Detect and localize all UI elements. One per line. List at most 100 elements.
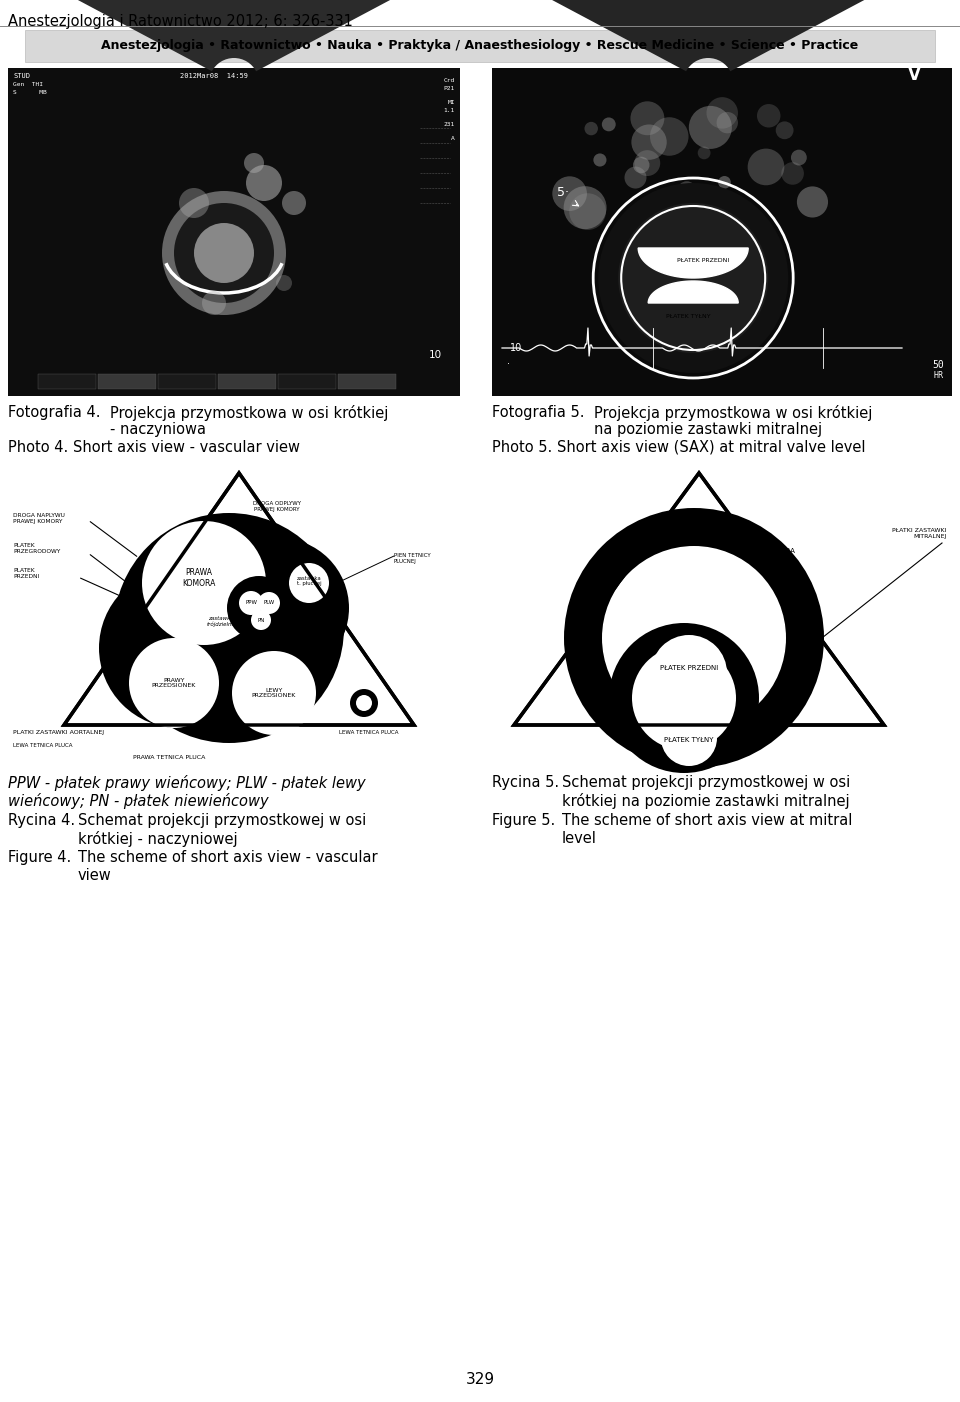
Bar xyxy=(278,374,336,388)
Wedge shape xyxy=(0,0,508,72)
Circle shape xyxy=(569,193,606,230)
Text: Short axis view - vascular view: Short axis view - vascular view xyxy=(73,440,300,456)
Circle shape xyxy=(564,186,607,229)
Text: Fotografia 5.: Fotografia 5. xyxy=(492,405,585,421)
Text: PŁATEK TYŁNY: PŁATEK TYŁNY xyxy=(664,737,713,743)
Circle shape xyxy=(162,191,286,315)
Circle shape xyxy=(232,651,316,735)
Circle shape xyxy=(698,146,710,160)
Text: 5·: 5· xyxy=(557,186,569,199)
Circle shape xyxy=(209,538,349,679)
Circle shape xyxy=(282,191,306,215)
Circle shape xyxy=(602,118,615,132)
Circle shape xyxy=(227,576,291,639)
Circle shape xyxy=(635,150,660,177)
Circle shape xyxy=(650,118,688,156)
Text: 10: 10 xyxy=(510,343,522,353)
Circle shape xyxy=(791,150,806,165)
Circle shape xyxy=(189,618,309,737)
Circle shape xyxy=(661,709,717,765)
Circle shape xyxy=(174,203,274,303)
Text: Schemat projekcji przymostkowej w osi: Schemat projekcji przymostkowej w osi xyxy=(562,775,851,789)
Text: PŁATKI ZASTAWKI
MITRALNEJ: PŁATKI ZASTAWKI MITRALNEJ xyxy=(893,529,947,538)
Bar xyxy=(492,69,952,395)
Text: wieńcowy; PN - płatek niewieńcowy: wieńcowy; PN - płatek niewieńcowy xyxy=(8,794,269,809)
Circle shape xyxy=(258,592,280,614)
Text: Short axis view (SAX) at mitral valve level: Short axis view (SAX) at mitral valve le… xyxy=(557,440,866,456)
Bar xyxy=(38,374,96,388)
Circle shape xyxy=(748,149,784,185)
Circle shape xyxy=(689,107,732,149)
Text: PRAWA
KOMORA: PRAWA KOMORA xyxy=(182,568,216,587)
Text: The scheme of short axis view - vascular: The scheme of short axis view - vascular xyxy=(78,850,377,865)
Text: PLATEK
PRZEDNI: PLATEK PRZEDNI xyxy=(13,568,39,579)
Text: level: level xyxy=(562,831,597,845)
Text: PN: PN xyxy=(257,617,265,622)
Circle shape xyxy=(350,688,378,716)
Text: DROGA NAPLYWU
PRAWEJ KOMORY: DROGA NAPLYWU PRAWEJ KOMORY xyxy=(13,513,65,524)
Text: PŁATEK PRZEDNI: PŁATEK PRZEDNI xyxy=(660,665,718,672)
Circle shape xyxy=(707,97,738,129)
Text: PLW: PLW xyxy=(263,600,275,606)
Polygon shape xyxy=(648,280,738,303)
Text: PRAWA TETNICA PLUCA: PRAWA TETNICA PLUCA xyxy=(132,756,205,760)
Text: LEWA TETNICA PLUCA: LEWA TETNICA PLUCA xyxy=(339,730,398,735)
Circle shape xyxy=(598,184,788,373)
Polygon shape xyxy=(514,472,884,725)
Bar xyxy=(25,29,935,62)
Text: HR: HR xyxy=(934,372,944,380)
Text: LEWA KOMORA: LEWA KOMORA xyxy=(743,548,795,554)
Circle shape xyxy=(593,153,607,167)
Circle shape xyxy=(552,177,587,210)
Bar xyxy=(98,374,156,388)
Text: P21: P21 xyxy=(444,86,455,91)
Circle shape xyxy=(129,638,219,728)
Text: PLATKI ZASTAWKI AORTALNEJ: PLATKI ZASTAWKI AORTALNEJ xyxy=(13,730,104,735)
Circle shape xyxy=(718,177,731,189)
Text: Gen  THI: Gen THI xyxy=(13,81,43,87)
Circle shape xyxy=(202,292,226,315)
Text: DROGA ODPLYWY
PRAWEJ KOMORY: DROGA ODPLYWY PRAWEJ KOMORY xyxy=(253,501,301,512)
Text: A: A xyxy=(451,136,455,142)
Circle shape xyxy=(632,646,736,750)
Text: Fotografia 4.: Fotografia 4. xyxy=(8,405,101,421)
Circle shape xyxy=(618,203,768,353)
Text: 329: 329 xyxy=(466,1373,494,1388)
Circle shape xyxy=(179,188,209,217)
Polygon shape xyxy=(64,472,414,725)
Circle shape xyxy=(251,610,271,629)
Text: The scheme of short axis view at mitral: The scheme of short axis view at mitral xyxy=(562,813,852,829)
Text: PŁATEK PRZEDNI: PŁATEK PRZEDNI xyxy=(677,258,730,262)
Text: Figure 4.: Figure 4. xyxy=(8,850,71,865)
Text: PLATEK
PRZEGRODOWY: PLATEK PRZEGRODOWY xyxy=(13,543,60,554)
Text: Figure 5.: Figure 5. xyxy=(492,813,555,829)
Text: 2012Mar08  14:59: 2012Mar08 14:59 xyxy=(180,73,248,79)
Circle shape xyxy=(114,513,344,743)
Circle shape xyxy=(585,122,598,136)
Circle shape xyxy=(246,165,282,200)
Text: Photo 5.: Photo 5. xyxy=(492,440,552,456)
Circle shape xyxy=(564,508,824,768)
Text: PRAWA KOMORA: PRAWA KOMORA xyxy=(601,548,658,554)
Text: 1.1: 1.1 xyxy=(444,108,455,114)
Circle shape xyxy=(625,167,646,188)
Circle shape xyxy=(651,635,727,711)
Circle shape xyxy=(781,163,804,185)
Text: LEWA TETNICA PLUCA: LEWA TETNICA PLUCA xyxy=(13,743,73,749)
Text: PIEN TETNICY
PLUCNEJ: PIEN TETNICY PLUCNEJ xyxy=(394,552,431,564)
Circle shape xyxy=(289,564,329,603)
Text: PRAWY
PRZEDSIONEK: PRAWY PRZEDSIONEK xyxy=(152,677,196,688)
Bar xyxy=(218,374,276,388)
Circle shape xyxy=(757,104,780,128)
Circle shape xyxy=(716,112,738,133)
Text: PŁATEK TYŁNY: PŁATEK TYŁNY xyxy=(666,314,710,318)
Text: Projekcja przymostkowa w osi krótkiej: Projekcja przymostkowa w osi krótkiej xyxy=(594,405,873,421)
Circle shape xyxy=(776,122,794,139)
Text: - naczyniowa: - naczyniowa xyxy=(110,422,206,437)
Bar xyxy=(338,374,396,388)
Circle shape xyxy=(609,622,759,773)
Text: V: V xyxy=(907,66,921,84)
Wedge shape xyxy=(435,0,960,72)
Text: Projekcja przymostkowa w osi krótkiej: Projekcja przymostkowa w osi krótkiej xyxy=(110,405,389,421)
Text: Rycina 4.: Rycina 4. xyxy=(8,813,75,829)
